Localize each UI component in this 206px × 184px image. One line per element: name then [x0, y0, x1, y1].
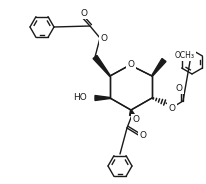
Text: O: O: [139, 130, 146, 139]
Polygon shape: [129, 110, 134, 116]
Polygon shape: [151, 59, 165, 76]
Text: O: O: [168, 104, 175, 112]
Text: HO: HO: [73, 93, 87, 102]
Polygon shape: [92, 55, 110, 76]
Text: OCH₃: OCH₃: [174, 50, 194, 59]
Text: O: O: [175, 84, 182, 93]
Polygon shape: [95, 95, 109, 100]
Text: O: O: [132, 116, 139, 125]
Text: O: O: [100, 33, 107, 43]
Text: O: O: [127, 59, 134, 68]
Text: O: O: [80, 8, 87, 17]
Text: O: O: [127, 59, 134, 68]
